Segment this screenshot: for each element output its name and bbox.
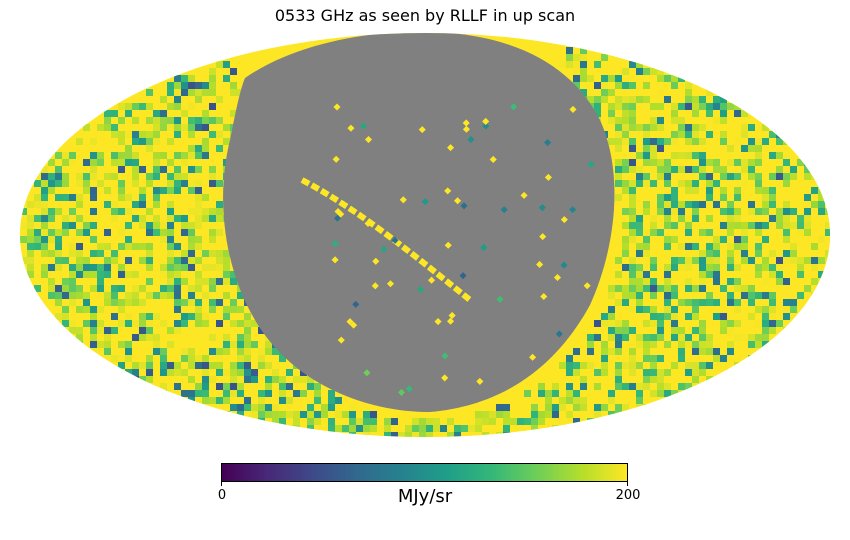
colorbar-tick-min <box>221 482 222 486</box>
pixel-point <box>441 352 449 360</box>
pixel-point <box>489 155 497 163</box>
pixel-point <box>459 272 467 280</box>
pixel-point <box>347 124 355 132</box>
pixel-point <box>405 385 413 393</box>
pixel-point <box>434 318 442 326</box>
pixel-point <box>428 276 436 284</box>
colorbar-max-label: 200 <box>615 488 641 503</box>
pixel-point <box>346 318 354 326</box>
pixel-point <box>538 204 546 212</box>
pixel-point <box>333 214 342 222</box>
pixel-point <box>529 383 537 391</box>
pixel-point <box>332 155 340 163</box>
pixel-point <box>386 280 394 288</box>
pixel-point <box>539 233 547 241</box>
pixel-point <box>352 300 360 308</box>
pixel-point <box>583 282 591 290</box>
pixel-point <box>447 144 455 152</box>
pixel-point <box>372 257 380 265</box>
pixel-point <box>364 136 373 144</box>
pixel-point <box>448 311 456 319</box>
colorbar <box>221 463 628 482</box>
pixel-point <box>363 369 371 377</box>
pixel-point <box>480 243 488 251</box>
scan-stripe <box>300 177 472 303</box>
pixel-point <box>360 122 368 130</box>
pixel-point <box>444 241 452 249</box>
pixel-point <box>331 256 339 264</box>
pixel-point <box>555 330 563 338</box>
colorbar-unit-label: MJy/sr <box>397 486 453 507</box>
pixel-point <box>476 377 484 385</box>
pixel-point <box>417 285 425 293</box>
pixel-point <box>462 125 470 133</box>
pixel-point <box>331 239 339 248</box>
pixel-point <box>560 261 568 269</box>
pixel-point <box>337 336 345 344</box>
pixel-point <box>350 321 358 329</box>
pixel-point <box>529 353 537 361</box>
pixel-point <box>391 236 399 244</box>
pixel-point <box>333 103 341 111</box>
pixel-point <box>560 216 568 224</box>
pixel-point <box>462 119 470 127</box>
pixel-point <box>364 219 372 228</box>
pixel-point <box>421 198 429 206</box>
pixel-point <box>569 105 577 113</box>
pixel-point <box>371 282 379 290</box>
unseen-region <box>223 33 615 412</box>
pixel-point <box>544 173 552 181</box>
pixel-point <box>587 160 595 168</box>
colorbar-min-label: 0 <box>217 488 227 503</box>
pixel-point <box>482 117 490 125</box>
chart-title: 0533 GHz as seen by RLLF in up scan <box>274 6 576 25</box>
pixel-point <box>500 206 508 214</box>
pixel-point <box>536 260 544 268</box>
pixel-point <box>496 295 504 303</box>
pixel-point <box>454 197 462 205</box>
pixel-point <box>444 187 452 195</box>
colorbar-tick-max <box>627 482 628 486</box>
pixel-point <box>446 317 455 325</box>
pixel-point <box>380 245 388 253</box>
pixel-point <box>460 202 468 210</box>
pixel-point <box>482 122 490 130</box>
pixel-point <box>520 191 528 199</box>
pixel-point <box>553 273 562 282</box>
pixel-point <box>334 207 342 216</box>
pixel-point <box>418 126 426 134</box>
pixel-point <box>397 388 406 396</box>
pixel-point <box>399 196 407 204</box>
pixel-point <box>569 206 577 214</box>
pixel-point <box>467 135 475 144</box>
pixel-point <box>544 138 552 147</box>
pixel-point <box>540 292 548 301</box>
pixel-point <box>581 319 589 327</box>
pixel-point <box>441 374 449 382</box>
